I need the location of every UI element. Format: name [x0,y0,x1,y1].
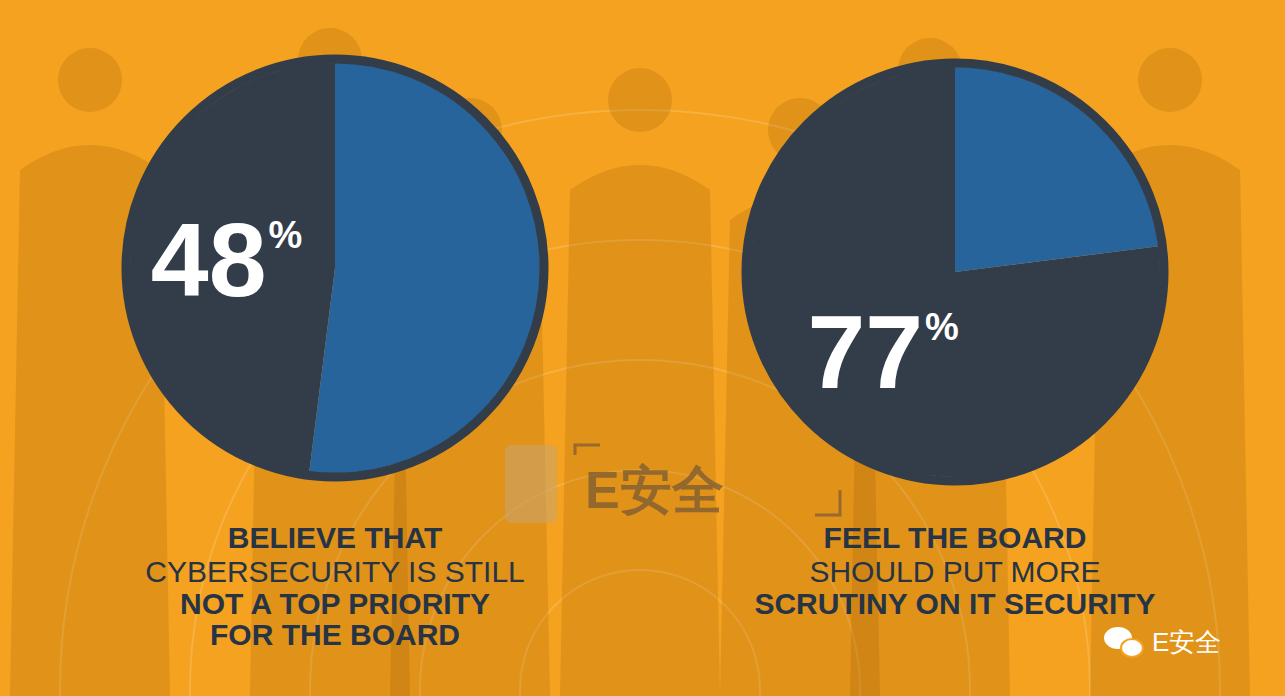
data-label: 77% [807,294,958,410]
silhouette-body [560,165,720,696]
caption: BELIEVE THATCYBERSECURITY IS STILLNOT A … [145,521,525,651]
caption-line: NOT A TOP PRIORITY [180,587,490,620]
pie-slice [309,63,540,473]
silhouette [560,68,720,696]
caption-line: SHOULD PUT MORE [809,555,1100,588]
pie-slice [955,67,1158,272]
pie-slice [750,67,1160,477]
pie-chart: 48% [126,59,544,477]
data-label: 48% [151,202,302,318]
silhouette-head [608,68,672,132]
silhouette-head [1138,48,1202,112]
caption-line: BELIEVE THAT [228,521,442,554]
silhouette-head [58,48,122,112]
badge-text: E安全 [1152,627,1221,657]
pie-border [126,59,544,477]
badge-icon [1121,639,1143,657]
source-badge: E安全 [1104,627,1221,657]
pie-slice [130,63,335,471]
watermark-bracket [815,490,840,515]
canvas: 48% BELIEVE THATCYBERSECURITY IS STILLNOT… [0,0,1285,696]
caption-line: CYBERSECURITY IS STILL [145,555,525,588]
watermark-text: E安全 [585,461,724,519]
watermark-bracket [575,445,600,455]
pie-border [746,63,1164,481]
watermark-icon [505,445,557,523]
watermark: E安全 [505,445,840,523]
caption-line: FEEL THE BOARD [824,521,1087,554]
pie-chart: 77% [746,63,1164,481]
silhouette [10,48,170,696]
decoration [10,28,1250,696]
caption: FEEL THE BOARDSHOULD PUT MORESCRUTINY ON… [754,521,1155,620]
caption-line: FOR THE BOARD [210,618,460,651]
caption-line: SCRUTINY ON IT SECURITY [754,587,1155,620]
background [0,0,1285,696]
